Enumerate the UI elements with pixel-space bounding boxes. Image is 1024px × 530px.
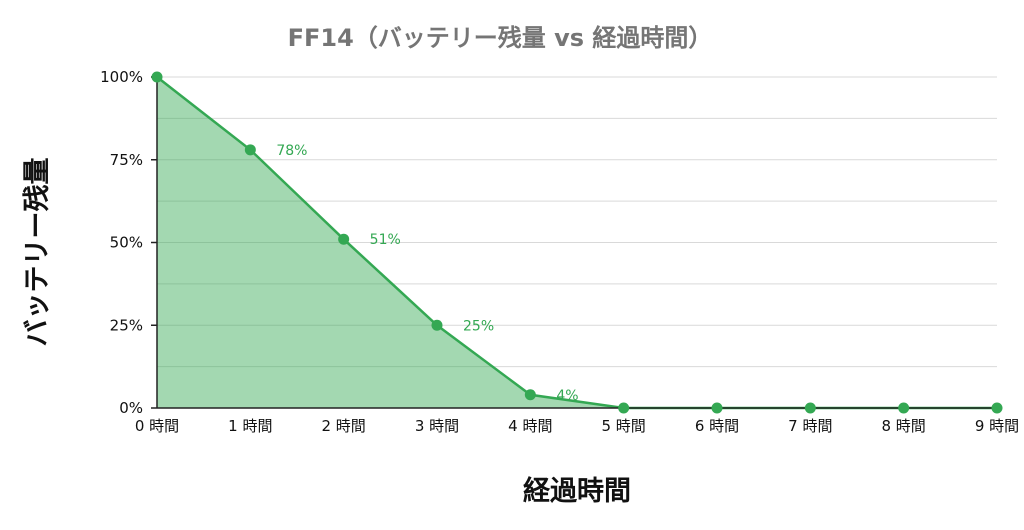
- data-point: [711, 402, 723, 414]
- data-point: [244, 144, 256, 156]
- x-tick-label: 7 時間: [788, 417, 832, 435]
- data-label: 25%: [463, 318, 494, 334]
- data-point: [991, 402, 1003, 414]
- data-label: 78%: [276, 143, 307, 159]
- y-tick-label: 0%: [119, 399, 143, 417]
- x-tick-label: 3 時間: [415, 417, 459, 435]
- y-tick-label: 50%: [110, 234, 143, 252]
- x-tick-label: 4 時間: [508, 417, 552, 435]
- x-tick-label: 8 時間: [882, 417, 926, 435]
- y-axis-title: バッテリー残量: [22, 158, 53, 347]
- x-tick-label: 2 時間: [322, 417, 366, 435]
- data-point: [151, 71, 163, 83]
- x-tick-label: 0 時間: [135, 417, 179, 435]
- chart-title: FF14（バッテリー残量 vs 経過時間）: [288, 24, 713, 52]
- y-tick-labels: 0% 25% 50% 75% 100%: [100, 68, 143, 417]
- axes: [151, 76, 997, 409]
- gridlines: [157, 76, 997, 368]
- x-tick-labels: 0 時間 1 時間 2 時間 3 時間 4 時間 5 時間 6 時間 7 時間 8 時間 9 時間: [135, 417, 1019, 435]
- data-label: 51%: [370, 232, 401, 248]
- y-tick-label: 25%: [110, 316, 143, 334]
- data-point: [338, 233, 350, 245]
- x-axis-title: 経過時間: [523, 475, 631, 507]
- x-tick-label: 5 時間: [602, 417, 646, 435]
- data-point: [898, 402, 910, 414]
- data-point: [804, 402, 816, 414]
- data-label: 4%: [556, 388, 578, 404]
- data-point: [618, 402, 630, 414]
- data-point: [431, 319, 443, 331]
- y-tick-label: 100%: [100, 68, 143, 86]
- y-tick-label: 75%: [110, 151, 143, 169]
- data-labels: 78% 51% 25% 4%: [276, 143, 578, 404]
- x-tick-label: 1 時間: [228, 417, 272, 435]
- data-points: [151, 71, 1003, 414]
- data-point: [524, 389, 536, 401]
- area-fill: [157, 77, 997, 408]
- x-tick-label: 9 時間: [975, 417, 1019, 435]
- x-tick-label: 6 時間: [695, 417, 739, 435]
